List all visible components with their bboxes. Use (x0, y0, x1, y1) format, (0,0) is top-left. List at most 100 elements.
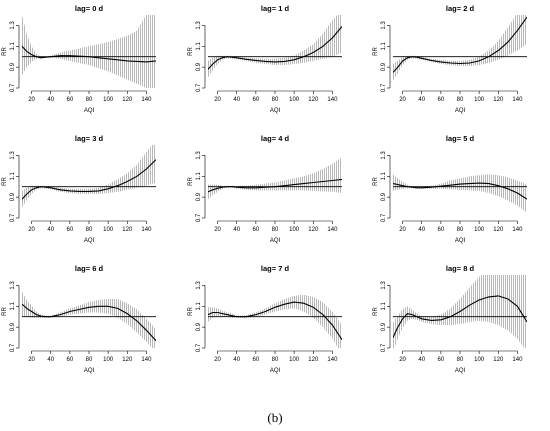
x-tick-label: 60 (438, 97, 445, 103)
rr-curve (393, 295, 527, 338)
x-tick-label: 140 (512, 227, 523, 233)
x-tick-label: 40 (233, 357, 240, 363)
y-tick-label: 0.9 (381, 322, 387, 331)
x-axis-label: AQI (455, 108, 466, 114)
y-tick-label: 0.9 (196, 192, 202, 201)
y-tick-label: 1.3 (196, 281, 202, 290)
x-tick-label: 120 (122, 357, 133, 363)
x-tick-label: 60 (253, 97, 260, 103)
y-axis-label: RR (373, 177, 379, 186)
panel-title: lag= 5 d (446, 134, 475, 143)
y-tick-label: 0.9 (10, 62, 16, 71)
panel-title: lag= 2 d (446, 4, 475, 13)
panel-lag-5: 20 40 60 80 100 120 140 0.7 0.9 1.1 1.3 lag= 5 d AQI… (373, 134, 527, 244)
y-tick-label: 0.7 (196, 83, 202, 92)
plot-area (22, 15, 156, 88)
y-tick-label: 1.1 (10, 301, 16, 310)
x-tick-label: 140 (141, 357, 152, 363)
x-tick-label: 80 (272, 97, 279, 103)
rr-curve (208, 178, 342, 193)
rr-curve (22, 45, 156, 63)
x-tick-label: 40 (233, 227, 240, 233)
x-axis-label: AQI (455, 368, 466, 374)
y-axis-label: RR (2, 47, 8, 56)
y-axis-label: RR (188, 177, 194, 186)
y-tick-label: 0.7 (196, 213, 202, 222)
plot-area (208, 157, 342, 200)
x-tick-label: 80 (457, 227, 464, 233)
x-tick-label: 120 (308, 227, 319, 233)
panel-lag-2: 20 40 60 80 100 120 140 0.7 0.9 1.1 1.3 lag= 2 d AQI… (373, 4, 527, 114)
confidence-band (22, 291, 156, 348)
x-tick-label: 100 (474, 227, 485, 233)
confidence-band (208, 15, 342, 78)
figure-caption: (b) (267, 410, 283, 425)
x-tick-label: 60 (438, 227, 445, 233)
confidence-band (208, 157, 342, 200)
x-tick-label: 20 (28, 227, 35, 233)
x-tick-label: 120 (122, 227, 133, 233)
plot-area (22, 291, 156, 348)
x-tick-label: 140 (141, 227, 152, 233)
y-axis-label: RR (2, 177, 8, 186)
rr-curve (208, 301, 342, 341)
x-tick-label: 40 (233, 97, 240, 103)
y-tick-label: 1.1 (381, 171, 387, 180)
x-tick-label: 60 (253, 357, 260, 363)
x-tick-label: 100 (474, 357, 485, 363)
y-tick-label: 0.7 (10, 83, 16, 92)
x-tick-label: 20 (399, 97, 406, 103)
y-tick-label: 1.3 (381, 281, 387, 290)
plot-area (393, 275, 527, 348)
x-tick-label: 20 (28, 97, 35, 103)
panel-lag-3: 20 40 60 80 100 120 140 0.7 0.9 1.1 1.3 lag= 3 d AQI… (2, 134, 156, 244)
x-tick-label: 20 (214, 227, 221, 233)
panel-lag-1: 20 40 60 80 100 120 140 0.7 0.9 1.1 1.3 lag= 1 d AQI… (188, 4, 342, 114)
x-tick-label: 80 (272, 227, 279, 233)
x-tick-label: 60 (253, 227, 260, 233)
x-axis-label: AQI (84, 238, 95, 244)
x-tick-label: 40 (47, 357, 54, 363)
panel-lag-4: 20 40 60 80 100 120 140 0.7 0.9 1.1 1.3 lag= 4 d AQI… (188, 134, 342, 244)
x-tick-label: 80 (457, 97, 464, 103)
x-tick-label: 20 (214, 97, 221, 103)
y-tick-label: 0.9 (196, 62, 202, 71)
x-tick-label: 80 (86, 357, 93, 363)
rr-curve (22, 303, 156, 342)
confidence-band (208, 294, 342, 348)
plot-area (22, 145, 156, 208)
panel-lag-8: 20 40 60 80 100 120 140 0.7 0.9 1.1 1.3 lag= 8 d AQI… (373, 264, 527, 374)
x-tick-label: 100 (474, 97, 485, 103)
panel-title: lag= 6 d (75, 264, 104, 273)
x-tick-label: 60 (438, 357, 445, 363)
y-axis-label: RR (373, 307, 379, 316)
panel-lag-6: 20 40 60 80 100 120 140 0.7 0.9 1.1 1.3 lag= 6 d AQI… (2, 264, 156, 374)
x-tick-label: 120 (493, 357, 504, 363)
x-tick-label: 100 (103, 227, 114, 233)
plot-area (208, 294, 342, 348)
x-tick-label: 140 (141, 97, 152, 103)
x-tick-label: 100 (289, 97, 300, 103)
x-tick-label: 60 (67, 227, 74, 233)
x-axis-label: AQI (84, 368, 95, 374)
plot-area (393, 174, 527, 213)
x-tick-label: 40 (418, 227, 425, 233)
plot-area (208, 15, 342, 78)
confidence-band (22, 145, 156, 208)
x-tick-label: 40 (47, 227, 54, 233)
x-tick-label: 120 (493, 97, 504, 103)
y-axis-label: RR (373, 47, 379, 56)
y-tick-label: 0.9 (381, 192, 387, 201)
y-tick-label: 1.3 (381, 151, 387, 160)
x-tick-label: 40 (47, 97, 54, 103)
x-tick-label: 100 (103, 97, 114, 103)
y-tick-label: 1.1 (381, 41, 387, 50)
x-tick-label: 80 (86, 227, 93, 233)
x-tick-label: 120 (122, 97, 133, 103)
x-axis-label: AQI (270, 108, 281, 114)
y-tick-label: 0.7 (10, 343, 16, 352)
y-tick-label: 1.1 (196, 171, 202, 180)
x-tick-label: 80 (272, 357, 279, 363)
x-tick-label: 20 (28, 357, 35, 363)
